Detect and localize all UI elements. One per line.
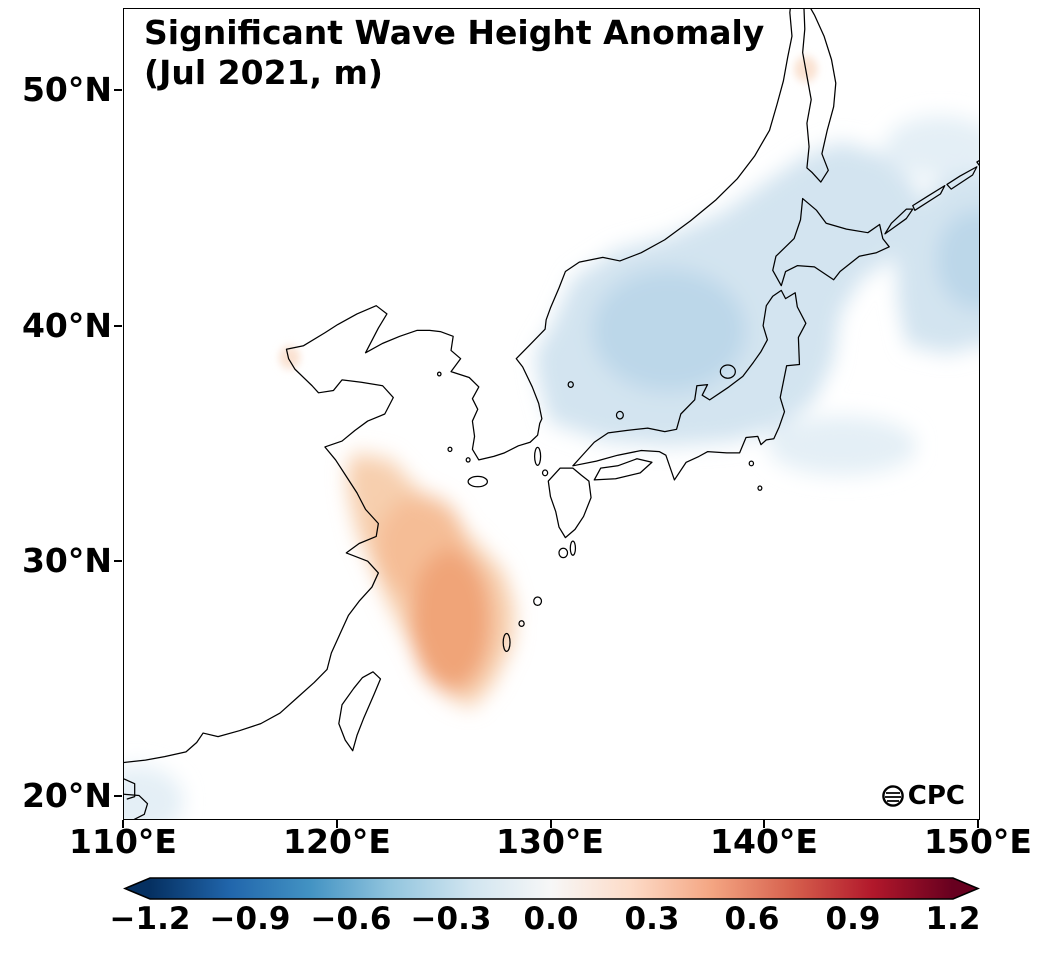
- y-tick: [114, 325, 122, 327]
- coastline-kuril-islands: [885, 153, 979, 234]
- island-okinawa: [503, 633, 510, 651]
- anomaly-field: [124, 56, 979, 819]
- x-tick: [977, 820, 979, 828]
- island-tsushima: [535, 447, 541, 465]
- x-tick-label-140e: 140°E: [710, 822, 818, 861]
- x-tick-label-110e: 110°E: [69, 822, 177, 861]
- coastline-kunashir: [885, 209, 913, 234]
- cb-tick-label-6: 0.6: [724, 901, 780, 937]
- x-tick: [763, 820, 765, 828]
- islet-west-korea-2: [466, 458, 470, 462]
- cpc-logo-text: CPC: [907, 781, 965, 811]
- island-jeju: [468, 476, 487, 486]
- negative-anomaly-okhotsk: [884, 116, 979, 178]
- x-tick-label-150e: 150°E: [924, 822, 1032, 861]
- coastline-honshu: [573, 290, 806, 480]
- island-amami: [534, 597, 542, 605]
- x-tick: [122, 820, 124, 828]
- cpc-globe-icon: [881, 785, 904, 807]
- y-tick-label-40n: 40°N: [21, 306, 112, 345]
- island-iki: [543, 470, 548, 476]
- colorbar: [123, 877, 980, 900]
- y-tick: [114, 795, 122, 797]
- x-tick: [550, 820, 552, 828]
- cb-tick-label-5: 0.3: [624, 901, 680, 937]
- x-tick-label-120e: 120°E: [283, 822, 391, 861]
- island-ulleung: [568, 382, 573, 388]
- x-tick: [336, 820, 338, 828]
- small-islands: [438, 365, 762, 651]
- coastline-hainan: [124, 794, 148, 819]
- island-okinoerabu: [519, 621, 524, 627]
- negative-anomaly-core: [592, 269, 747, 392]
- map-plot: Significant Wave Height Anomaly (Jul 202…: [123, 8, 980, 820]
- island-izu-south: [758, 486, 762, 490]
- coastline-shikoku: [594, 459, 652, 480]
- islet-west-korea-3: [438, 372, 441, 376]
- cpc-logo: CPC: [881, 781, 965, 811]
- negative-anomaly-east-core: [936, 210, 979, 310]
- positive-spot-bohai: [278, 345, 301, 370]
- anomaly-map: [124, 9, 979, 819]
- cb-tick-label-1: −0.9: [209, 901, 291, 937]
- y-tick: [114, 89, 122, 91]
- island-oki: [616, 411, 623, 419]
- coastline-sakhalin: [803, 9, 836, 182]
- x-tick-label-130e: 130°E: [496, 822, 604, 861]
- y-tick: [114, 560, 122, 562]
- island-sado: [720, 365, 735, 378]
- coastline-mainland-asia: [124, 9, 792, 762]
- cb-tick-label-2: −0.6: [310, 901, 392, 937]
- cb-tick-label-3: −0.3: [410, 901, 492, 937]
- chart-title-line1: Significant Wave Height Anomaly: [144, 13, 765, 52]
- cb-tick-label-4: 0.0: [523, 901, 579, 937]
- chart-title-line2: (Jul 2021, m): [144, 52, 383, 92]
- coastlines: [124, 9, 979, 819]
- coastline-kyushu: [548, 468, 591, 537]
- positive-anomaly-core: [410, 549, 492, 691]
- cb-tick-label-0: −1.2: [109, 901, 191, 937]
- y-tick-label-50n: 50°N: [21, 70, 112, 109]
- cb-tick-label-8: 1.2: [925, 901, 981, 937]
- y-tick-label-30n: 30°N: [21, 541, 112, 580]
- negative-anomaly-bottom-left: [124, 766, 184, 819]
- chart-title: Significant Wave Height Anomaly (Jul 202…: [144, 13, 764, 92]
- coastline-kuril-north: [977, 153, 979, 168]
- coastline-leizhou: [124, 779, 135, 799]
- islet-west-korea-1: [448, 447, 452, 451]
- coastline-hokkaido: [773, 199, 889, 286]
- island-tanegashima: [570, 541, 575, 555]
- coastline-iturup: [913, 186, 945, 211]
- coastline-urup: [947, 167, 977, 189]
- coastline-taiwan: [339, 672, 381, 751]
- cb-tick-label-7: 0.9: [825, 901, 881, 937]
- colorbar-bar: [123, 877, 980, 900]
- negative-anomaly-south-of-honshu: [767, 416, 918, 476]
- y-tick-label-20n: 20°N: [21, 776, 112, 815]
- island-izu-oshima: [749, 461, 753, 466]
- island-yakushima: [559, 548, 568, 557]
